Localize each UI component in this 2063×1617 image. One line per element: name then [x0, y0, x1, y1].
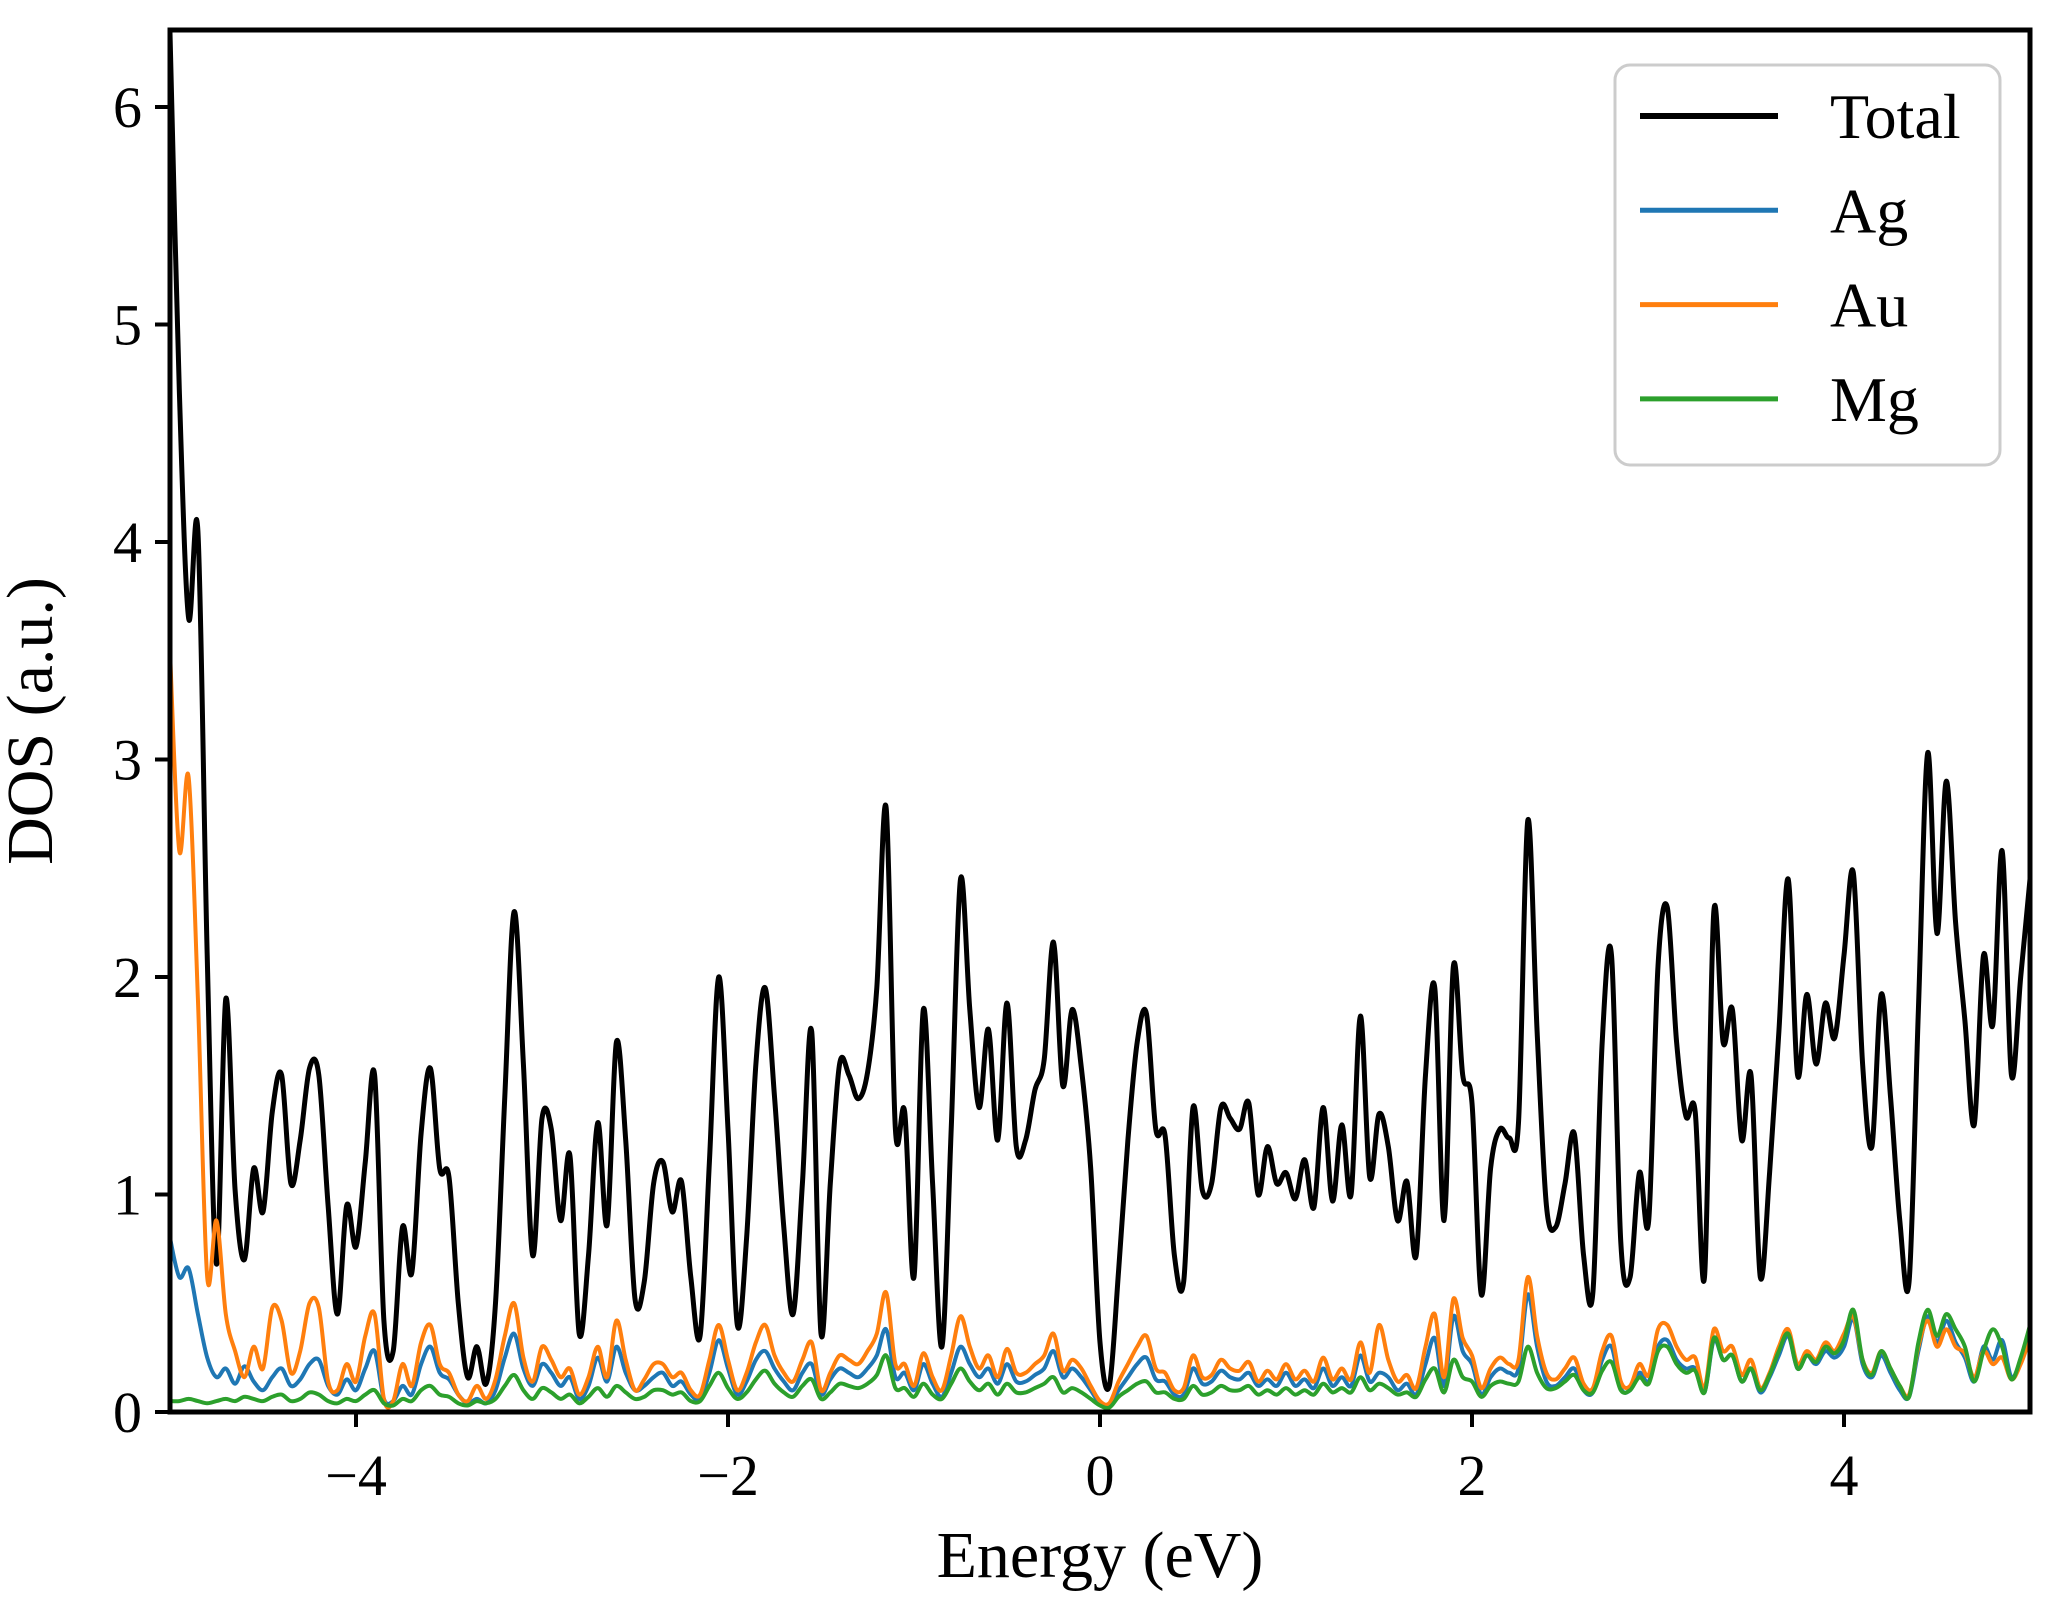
x-axis-title: Energy (eV): [937, 1519, 1264, 1592]
legend-label-au: Au: [1830, 270, 1908, 341]
series-line-total: [170, 30, 2030, 1392]
plot-frame: [167, 27, 2033, 1415]
axes: −4 −2 0 2 4 0 1 2 3 4 5 6: [113, 75, 1859, 1508]
legend-label-total: Total: [1830, 81, 1961, 152]
legend-label-ag: Ag: [1830, 175, 1908, 246]
legend-label-mg: Mg: [1830, 364, 1919, 435]
data-series: [170, 30, 2030, 1411]
x-tick-label: 0: [1086, 1443, 1115, 1508]
legend: Total Ag Au Mg: [1613, 63, 2002, 467]
x-tick-label: −2: [697, 1443, 759, 1508]
y-axis-title: DOS (a.u.): [0, 577, 67, 865]
x-tick-label: −4: [325, 1443, 387, 1508]
y-tick-label: 0: [113, 1380, 142, 1445]
legend-box: [1613, 63, 2002, 467]
x-tick-label: 4: [1830, 1443, 1859, 1508]
y-tick-label: 5: [113, 292, 142, 357]
y-tick-label: 4: [113, 510, 142, 575]
y-tick-label: 1: [113, 1162, 142, 1227]
series-line-mg: [170, 1307, 2030, 1411]
y-tick-label: 3: [113, 727, 142, 792]
series-line-au: [170, 648, 2030, 1410]
y-tick-label: 6: [113, 75, 142, 140]
axes-spines: [167, 27, 2033, 1415]
x-tick-label: 2: [1458, 1443, 1487, 1508]
axis-labels: Energy (eV) DOS (a.u.): [0, 577, 1263, 1592]
y-tick-label: 2: [113, 945, 142, 1010]
